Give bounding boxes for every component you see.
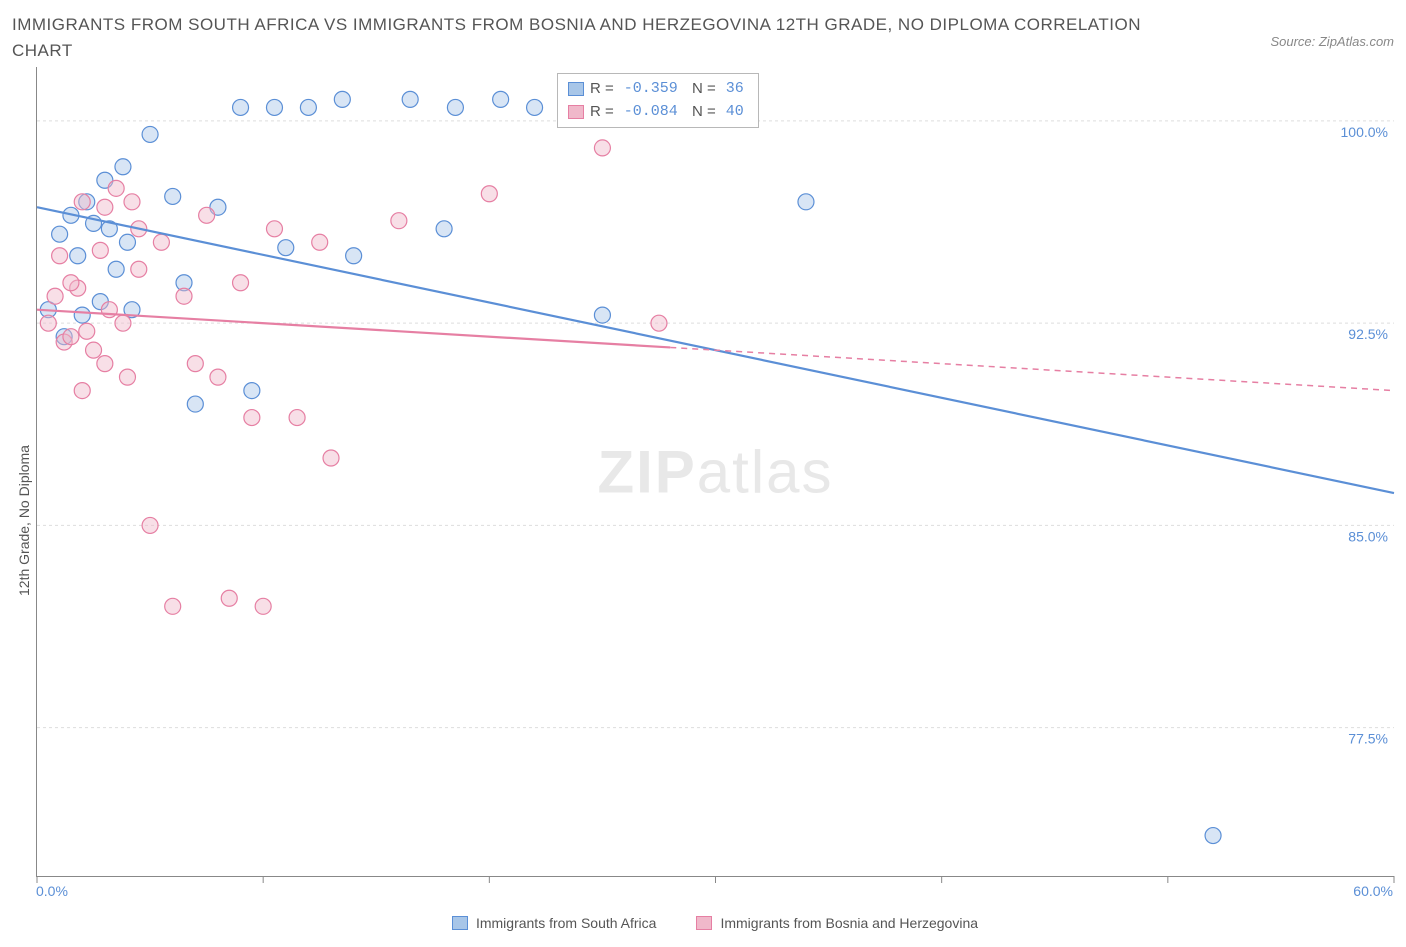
legend-n-label: N =	[688, 101, 716, 124]
legend-swatch	[452, 916, 468, 930]
scatter-point	[108, 261, 124, 277]
legend-box-stats: R = -0.359 N = 36 R = -0.084 N = 40	[557, 73, 759, 128]
bottom-legend: Immigrants from South Africa Immigrants f…	[36, 911, 1394, 935]
scatter-point	[115, 159, 131, 175]
legend-n-label: N =	[688, 78, 716, 101]
scatter-point	[447, 99, 463, 115]
scatter-point	[278, 240, 294, 256]
y-tick-label: 85.0%	[1348, 528, 1388, 544]
scatter-point	[187, 356, 203, 372]
scatter-point	[221, 590, 237, 606]
y-tick-label: 92.5%	[1348, 326, 1388, 342]
scatter-point	[266, 221, 282, 237]
bottom-legend-label: Immigrants from Bosnia and Herzegovina	[720, 915, 978, 931]
scatter-point	[47, 288, 63, 304]
scatter-point	[119, 369, 135, 385]
y-axis-label: 12th Grade, No Diploma	[12, 67, 36, 935]
scatter-point	[176, 288, 192, 304]
scatter-point	[334, 91, 350, 107]
x-axis-row: 0.0% 60.0%	[36, 877, 1394, 905]
bottom-legend-item: Immigrants from Bosnia and Herzegovina	[696, 915, 978, 931]
scatter-point	[266, 99, 282, 115]
scatter-point	[165, 188, 181, 204]
scatter-point	[165, 598, 181, 614]
scatter-point	[346, 248, 362, 264]
scatter-point	[300, 99, 316, 115]
legend-swatch	[568, 82, 584, 96]
x-tick-label: 60.0%	[1353, 883, 1393, 899]
scatter-point	[131, 261, 147, 277]
scatter-point	[244, 383, 260, 399]
scatter-point	[108, 180, 124, 196]
scatter-point	[594, 307, 610, 323]
scatter-point	[142, 517, 158, 533]
scatter-point	[594, 140, 610, 156]
scatter-point	[52, 248, 68, 264]
scatter-point	[74, 307, 90, 323]
legend-r-value: -0.084	[620, 101, 682, 124]
x-tick-label: 0.0%	[36, 883, 68, 899]
scatter-point	[74, 194, 90, 210]
y-tick-label: 77.5%	[1348, 731, 1388, 747]
trend-line-dashed	[670, 347, 1394, 390]
scatter-point	[651, 315, 667, 331]
scatter-point	[289, 410, 305, 426]
scatter-point	[124, 194, 140, 210]
plot-wrap: 12th Grade, No Diploma ZIPatlas 77.5%85.…	[12, 67, 1394, 935]
scatter-point	[527, 99, 543, 115]
scatter-point	[1205, 828, 1221, 844]
scatter-point	[233, 99, 249, 115]
legend-stat-row: R = -0.084 N = 40	[568, 101, 748, 124]
legend-n-value: 40	[722, 101, 748, 124]
scatter-point	[70, 248, 86, 264]
legend-swatch	[568, 105, 584, 119]
scatter-point	[119, 234, 135, 250]
legend-r-value: -0.359	[620, 78, 682, 101]
scatter-point	[153, 234, 169, 250]
source-label: Source: ZipAtlas.com	[1270, 34, 1394, 49]
trend-line-solid	[37, 310, 670, 348]
scatter-point	[52, 226, 68, 242]
y-tick-label: 100.0%	[1341, 124, 1388, 140]
scatter-point	[86, 342, 102, 358]
scatter-point	[97, 356, 113, 372]
scatter-point	[199, 207, 215, 223]
scatter-point	[79, 323, 95, 339]
scatter-point	[40, 315, 56, 331]
legend-r-label: R =	[590, 78, 614, 101]
scatter-point	[481, 186, 497, 202]
legend-r-label: R =	[590, 101, 614, 124]
scatter-point	[233, 275, 249, 291]
scatter-point	[323, 450, 339, 466]
plot-area: ZIPatlas 77.5%85.0%92.5%100.0% R =-0.359…	[36, 67, 1394, 877]
scatter-point	[63, 275, 79, 291]
bottom-legend-label: Immigrants from South Africa	[476, 915, 657, 931]
scatter-point	[312, 234, 328, 250]
scatter-point	[436, 221, 452, 237]
scatter-point	[255, 598, 271, 614]
scatter-point	[92, 242, 108, 258]
scatter-point	[115, 315, 131, 331]
scatter-point	[798, 194, 814, 210]
bottom-legend-item: Immigrants from South Africa	[452, 915, 657, 931]
scatter-point	[391, 213, 407, 229]
chart-title: IMMIGRANTS FROM SOUTH AFRICA VS IMMIGRAN…	[12, 12, 1162, 63]
legend-stat-row: R = -0.359 N = 36	[568, 78, 748, 101]
scatter-point	[97, 199, 113, 215]
scatter-point	[402, 91, 418, 107]
legend-swatch	[696, 916, 712, 930]
scatter-point	[210, 369, 226, 385]
title-row: IMMIGRANTS FROM SOUTH AFRICA VS IMMIGRAN…	[12, 12, 1394, 63]
scatter-point	[63, 329, 79, 345]
scatter-point	[187, 396, 203, 412]
correlation-chart: IMMIGRANTS FROM SOUTH AFRICA VS IMMIGRAN…	[12, 12, 1394, 935]
legend-n-value: 36	[722, 78, 748, 101]
scatter-point	[142, 126, 158, 142]
scatter-point	[493, 91, 509, 107]
plot-svg: 77.5% 85.0% 92.5% 100.0%	[37, 67, 1394, 876]
scatter-point	[244, 410, 260, 426]
scatter-point	[74, 383, 90, 399]
